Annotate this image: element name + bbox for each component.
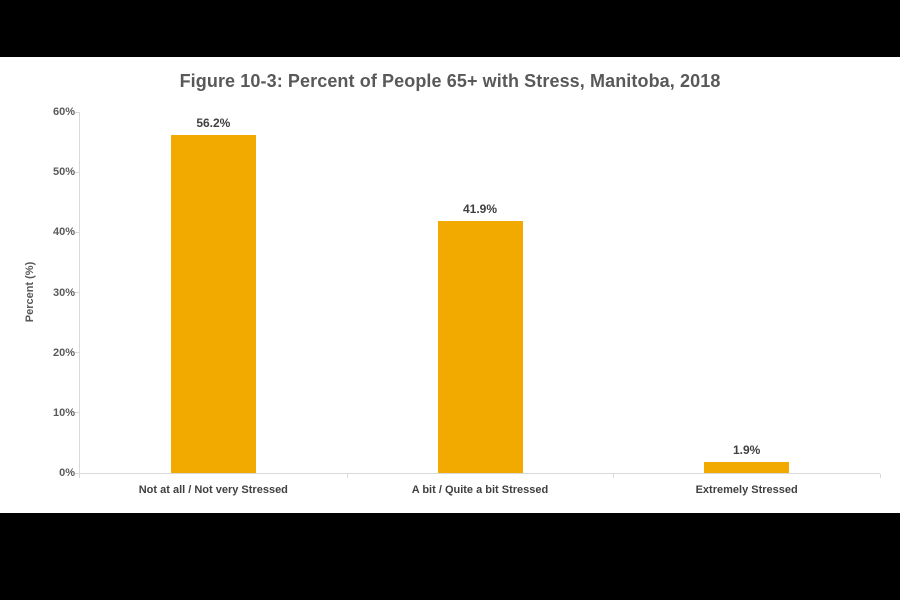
x-category-label: Not at all / Not very Stressed [138,484,288,496]
y-axis-tick [75,352,79,354]
x-category-label: A bit / Quite a bit Stressed [411,484,549,496]
letterbox-top [0,0,900,57]
bar-value-label: 41.9% [462,201,498,216]
bar-1 [170,134,256,473]
x-axis-line [79,473,880,474]
chart-canvas: Figure 10-3: Percent of People 65+ with … [0,57,900,513]
y-axis-title: Percent (%) [24,261,36,323]
bar-value-label: 56.2% [196,115,231,130]
y-axis-tick [75,231,79,233]
y-axis-tick [75,412,79,414]
y-axis-tick [75,292,79,293]
y-axis-tick [75,111,79,113]
y-tick-label: 30% [52,286,75,299]
y-axis-line [79,112,80,473]
x-axis-tick [613,474,615,478]
y-axis-tick [75,472,79,474]
x-category-label: Extremely Stressed [695,484,798,496]
y-tick-label: 0% [59,467,75,479]
chart-title: Figure 10-3: Percent of People 65+ with … [179,71,721,91]
bar-value-label: 1.9% [732,442,761,457]
x-axis-tick [79,474,80,478]
y-tick-label: 20% [52,346,75,359]
plot-area: 0% 10% 20% 30% 40% 50% 60% 56.2% 41.9% 1.9% [53,106,881,479]
y-tick-label: 50% [52,166,75,179]
y-tick-label: 60% [52,106,75,118]
y-axis-tick [75,171,79,173]
x-axis-tick [880,474,881,478]
y-tick-label: 40% [52,226,75,239]
y-tick-label: 10% [52,406,75,419]
bar-3 [704,461,790,473]
x-axis-tick [346,474,348,478]
letterbox-bottom [0,513,900,600]
bar-2 [437,220,523,473]
